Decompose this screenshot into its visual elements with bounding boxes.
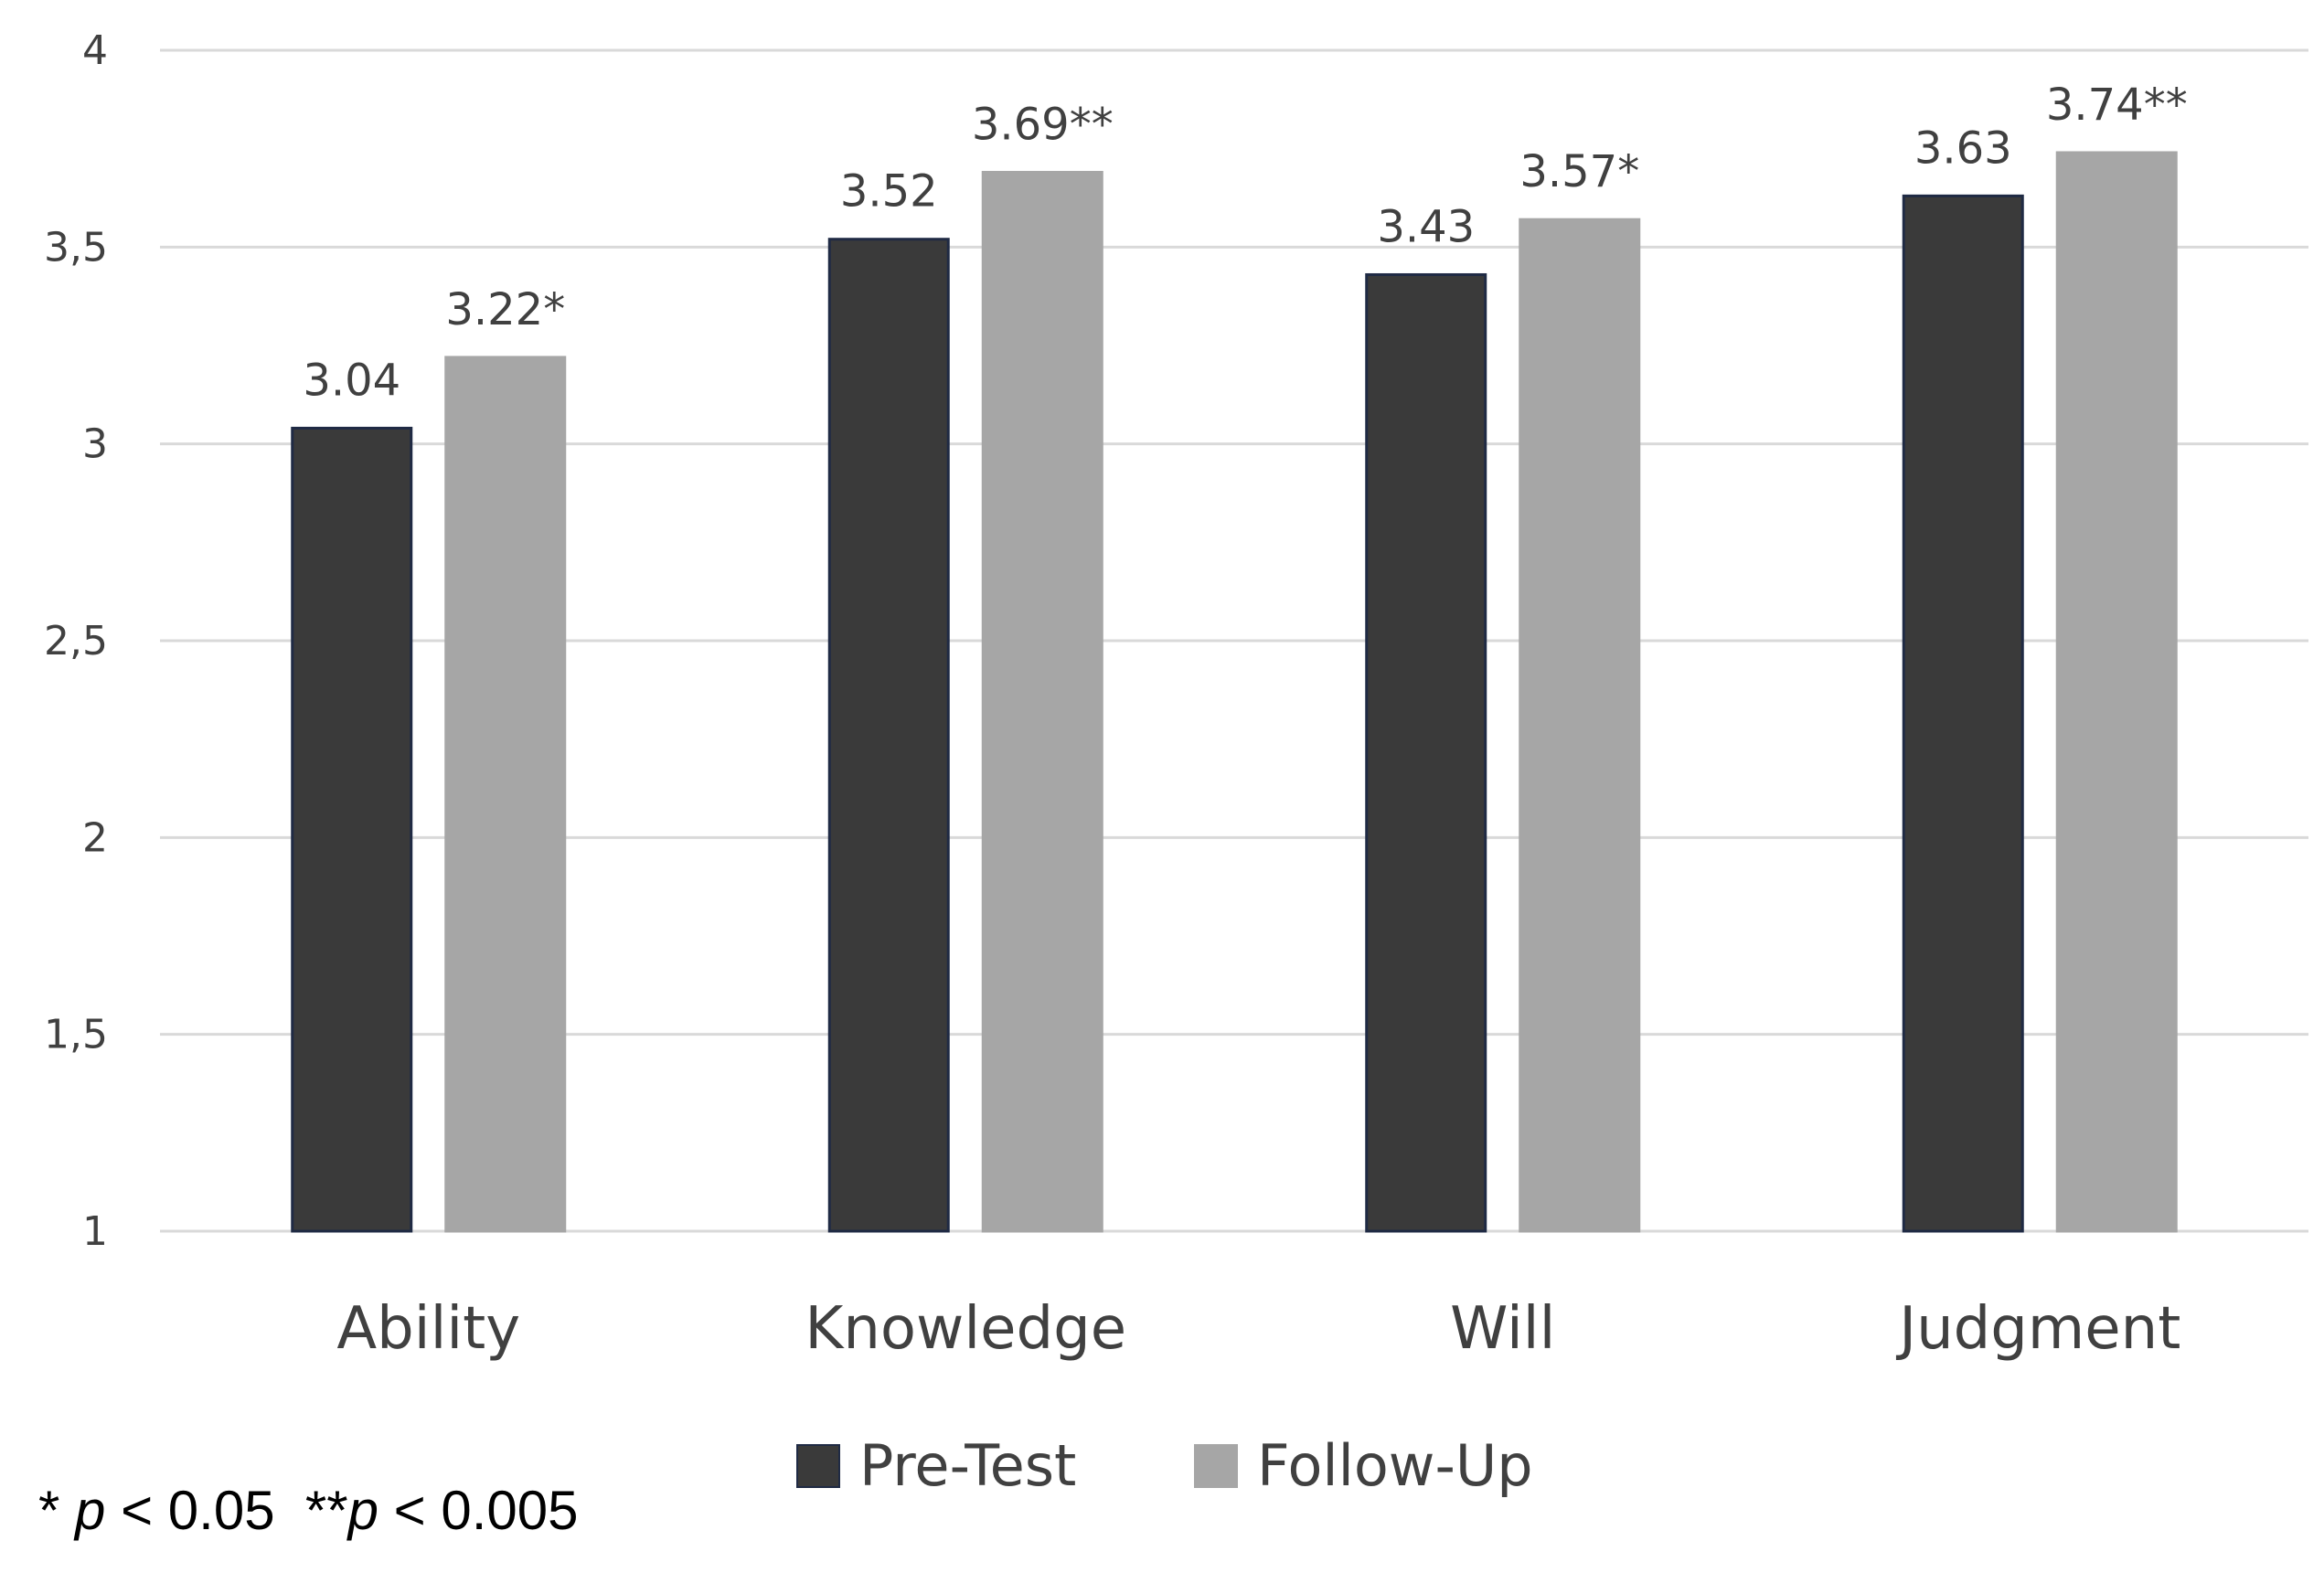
legend: Pre-Test Follow-Up — [796, 1432, 1533, 1499]
bar-pre-test-ability — [291, 426, 413, 1233]
bar-follow-up-knowledge — [981, 171, 1103, 1233]
legend-label: Follow-Up — [1257, 1432, 1533, 1499]
data-label: 3.57* — [1519, 146, 1639, 197]
y-tick-label: 2,5 — [44, 618, 108, 664]
footnote-sig1-value: < 0.05 — [105, 1480, 305, 1541]
data-label: 3.43 — [1377, 201, 1475, 252]
legend-label: Pre-Test — [859, 1432, 1076, 1499]
x-axis-categories: Ability Knowledge Will Judgment — [336, 1295, 2180, 1363]
data-labels: 3.04 3.22* 3.52 3.69** 3.43 3.57* 3.63 3.74** — [303, 80, 2187, 406]
data-label: 3.63 — [1914, 122, 2012, 174]
y-tick-label: 1 — [82, 1208, 108, 1255]
bars — [291, 151, 2178, 1233]
data-label: 3.04 — [303, 355, 400, 406]
bar-pre-test-knowledge — [827, 238, 950, 1233]
x-category-label: Knowledge — [805, 1295, 1126, 1363]
footnote-sig1-p: p — [75, 1480, 106, 1541]
bar-pre-test-will — [1365, 272, 1487, 1233]
y-axis-ticks: 1 1,5 2 2,5 3 3,5 4 — [44, 27, 108, 1255]
footnote-sig1-marker: * — [38, 1480, 76, 1541]
y-tick-label: 2 — [82, 814, 108, 861]
legend-swatch — [796, 1444, 840, 1488]
significance-footnote: * p < 0.05 **p < 0.005 — [38, 1479, 579, 1542]
x-category-label: Judgment — [1895, 1295, 2180, 1363]
bar-follow-up-judgment — [2055, 151, 2178, 1233]
data-label: 3.52 — [840, 166, 938, 218]
x-category-label: Ability — [336, 1295, 520, 1363]
bar-follow-up-ability — [444, 356, 567, 1233]
data-label: 3.22* — [445, 284, 565, 335]
y-tick-label: 4 — [82, 27, 108, 74]
footnote-sig2-marker: ** — [304, 1480, 348, 1541]
y-tick-label: 3 — [82, 421, 108, 468]
bar-follow-up-will — [1519, 218, 1641, 1233]
footnote-sig2-p: p — [347, 1480, 378, 1541]
data-label: 3.69** — [972, 100, 1114, 151]
data-label: 3.74** — [2046, 80, 2188, 131]
x-category-label: Will — [1450, 1295, 1555, 1363]
y-tick-label: 1,5 — [44, 1012, 108, 1058]
bar-pre-test-judgment — [1902, 194, 2024, 1233]
legend-swatch — [1194, 1444, 1238, 1488]
footnote-sig2-value: < 0.005 — [378, 1480, 579, 1541]
y-tick-label: 3,5 — [44, 224, 108, 271]
